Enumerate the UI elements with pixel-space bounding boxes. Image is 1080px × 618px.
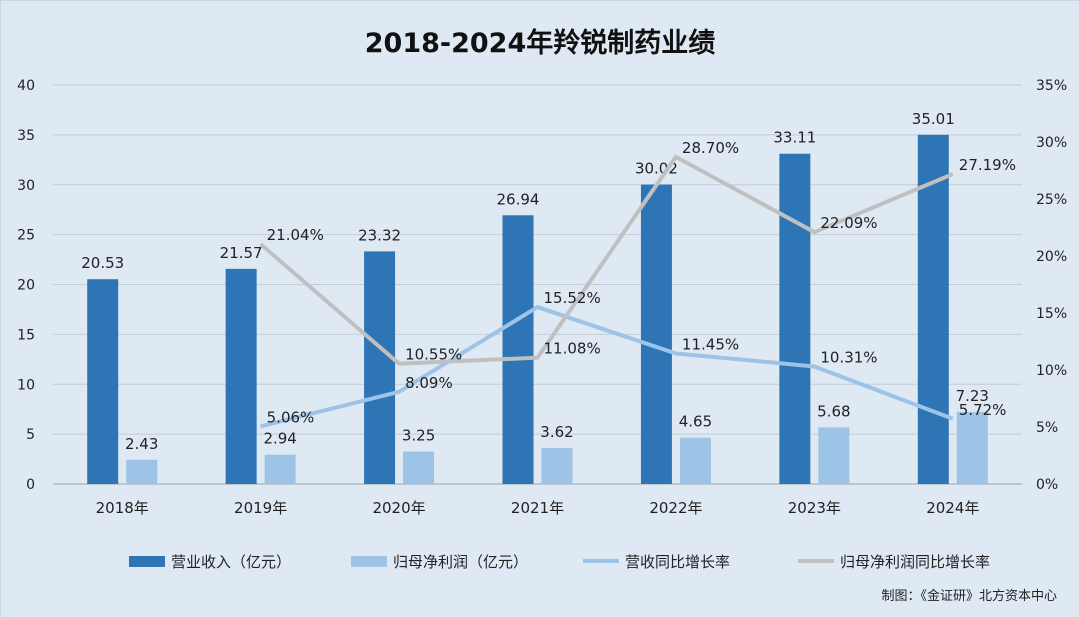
left-axis-tick-label: 20 <box>17 278 35 294</box>
legend-swatch <box>583 559 619 563</box>
legend-item: 营业收入（亿元） <box>129 549 291 573</box>
right-axis-tick-label: 25% <box>1036 192 1067 208</box>
revenue-growth-line-label: 5.06% <box>267 408 315 426</box>
profit-growth-line-label: 27.19% <box>959 156 1016 174</box>
revenue-bar <box>502 215 534 484</box>
profit-bar-label: 3.62 <box>540 423 573 441</box>
legend-swatch <box>798 559 834 563</box>
right-axis-tick-label: 5% <box>1036 420 1058 436</box>
left-axis-tick-label: 35 <box>17 128 35 144</box>
left-axis-tick-label: 10 <box>17 377 35 393</box>
revenue-bar <box>364 251 396 484</box>
revenue-growth-line-label: 11.45% <box>682 335 739 353</box>
left-axis-tick-label: 30 <box>17 178 35 194</box>
profit-bar <box>126 459 158 484</box>
profit-growth-line-label: 28.70% <box>682 139 739 157</box>
revenue-bar <box>917 134 949 484</box>
profit-bar-label: 5.68 <box>817 402 850 420</box>
revenue-bar <box>779 153 811 484</box>
profit-bar-label: 3.25 <box>402 427 435 445</box>
left-axis-tick-label: 25 <box>17 228 35 244</box>
legend-item: 营收同比增长率 <box>583 549 730 573</box>
x-axis-tick-label: 2021年 <box>511 499 564 517</box>
profit-bar <box>679 437 711 484</box>
revenue-growth-line-label: 8.09% <box>405 374 453 392</box>
profit-bar-label: 4.65 <box>679 413 712 431</box>
chart-title: 2018-2024年羚锐制药业绩 <box>364 28 716 59</box>
profit-bar-label: 2.94 <box>263 430 296 448</box>
right-axis-tick-label: 30% <box>1036 135 1067 151</box>
x-axis-tick-label: 2024年 <box>926 499 979 517</box>
left-axis-tick-label: 5 <box>26 427 35 443</box>
legend-swatch <box>351 555 387 567</box>
revenue-bar-label: 33.11 <box>773 129 816 147</box>
left-axis-tick-label: 0 <box>26 477 35 493</box>
x-axis-tick-label: 2019年 <box>234 499 287 517</box>
profit-growth-line-label: 22.09% <box>820 214 877 232</box>
legend-label: 营收同比增长率 <box>625 552 731 571</box>
source-note: 制图：《金证研》北方资本中心 <box>881 589 1057 604</box>
right-axis-tick-label: 10% <box>1036 363 1067 379</box>
revenue-bar <box>87 279 119 484</box>
legend-label: 营业收入（亿元） <box>171 552 292 571</box>
profit-bar-label: 2.43 <box>125 435 158 453</box>
revenue-bar-label: 26.94 <box>497 190 540 208</box>
legend: 营业收入（亿元） 归母净利润（亿元） 营收同比增长率 归母净利润同比增长率 <box>1 549 1079 573</box>
legend-swatch <box>129 555 165 567</box>
x-axis-tick-label: 2023年 <box>788 499 841 517</box>
revenue-bar <box>225 268 257 484</box>
right-axis-tick-label: 0% <box>1036 477 1058 493</box>
profit-bar <box>541 447 573 484</box>
profit-bar-label: 7.23 <box>956 387 989 405</box>
revenue-bar <box>640 184 672 484</box>
revenue-growth-line-label: 15.52% <box>544 289 601 307</box>
profit-bar <box>818 427 850 484</box>
profit-growth-line-label: 11.08% <box>544 340 601 358</box>
legend-label: 归母净利润同比增长率 <box>840 552 991 571</box>
revenue-bar-label: 35.01 <box>912 110 955 128</box>
profit-bar <box>956 411 988 484</box>
revenue-bar-label: 21.57 <box>220 244 263 262</box>
legend-item: 归母净利润（亿元） <box>351 549 528 573</box>
revenue-growth-line-label: 10.31% <box>820 348 877 366</box>
revenue-bar-label: 23.32 <box>358 226 401 244</box>
legend-label: 归母净利润（亿元） <box>393 552 529 571</box>
profit-bar <box>264 454 296 484</box>
left-axis-tick-label: 15 <box>17 327 35 343</box>
x-axis-tick-label: 2022年 <box>649 499 702 517</box>
left-axis-tick-label: 40 <box>17 78 35 94</box>
right-axis-tick-label: 15% <box>1036 306 1067 322</box>
revenue-growth-line-label: 5.72% <box>959 401 1007 419</box>
profit-growth-line <box>259 154 954 366</box>
legend-item: 归母净利润同比增长率 <box>798 549 990 573</box>
profit-bar <box>403 451 435 484</box>
profit-growth-line-label: 21.04% <box>267 226 324 244</box>
profit-growth-line-label: 10.55% <box>405 346 462 364</box>
revenue-bar-label: 20.53 <box>81 254 124 272</box>
x-axis-tick-label: 2018年 <box>96 499 149 517</box>
right-axis-tick-label: 20% <box>1036 249 1067 265</box>
right-axis-tick-label: 35% <box>1036 78 1067 94</box>
x-axis-tick-label: 2020年 <box>372 499 425 517</box>
revenue-growth-line <box>260 305 954 429</box>
